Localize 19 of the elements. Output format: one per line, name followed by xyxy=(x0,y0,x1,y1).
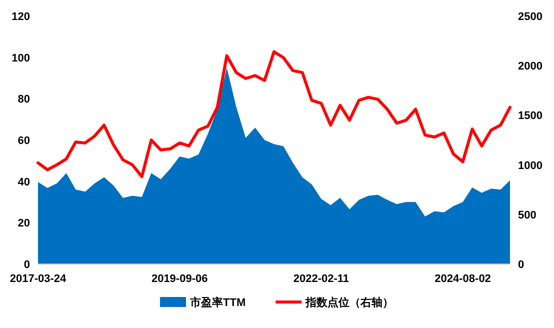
y-tick-label: 100 xyxy=(12,52,30,64)
x-tick-label: 2019-09-06 xyxy=(151,273,208,285)
y-tick-label: 60 xyxy=(18,135,30,147)
x-tick-label: 2017-03-24 xyxy=(10,273,68,285)
x-tick-label: 2024-08-02 xyxy=(434,273,491,285)
y2-tick-label: 0 xyxy=(518,259,524,271)
y-tick-label: 0 xyxy=(24,259,30,271)
y2-tick-label: 2500 xyxy=(518,11,542,23)
y2-tick-label: 500 xyxy=(518,209,536,222)
y-tick-label: 120 xyxy=(12,11,30,23)
legend-label: 指数点位（右轴） xyxy=(304,296,394,309)
legend-label: 市盈率TTM xyxy=(189,296,246,309)
y2-tick-label: 1500 xyxy=(518,110,542,122)
x-tick-label: 2022-02-11 xyxy=(293,273,350,285)
y2-tick-label: 2000 xyxy=(518,60,542,73)
y-tick-label: 80 xyxy=(18,94,30,106)
y-tick-label: 20 xyxy=(18,218,30,230)
y2-tick-label: 1000 xyxy=(518,160,542,172)
y-tick-label: 40 xyxy=(18,176,30,188)
